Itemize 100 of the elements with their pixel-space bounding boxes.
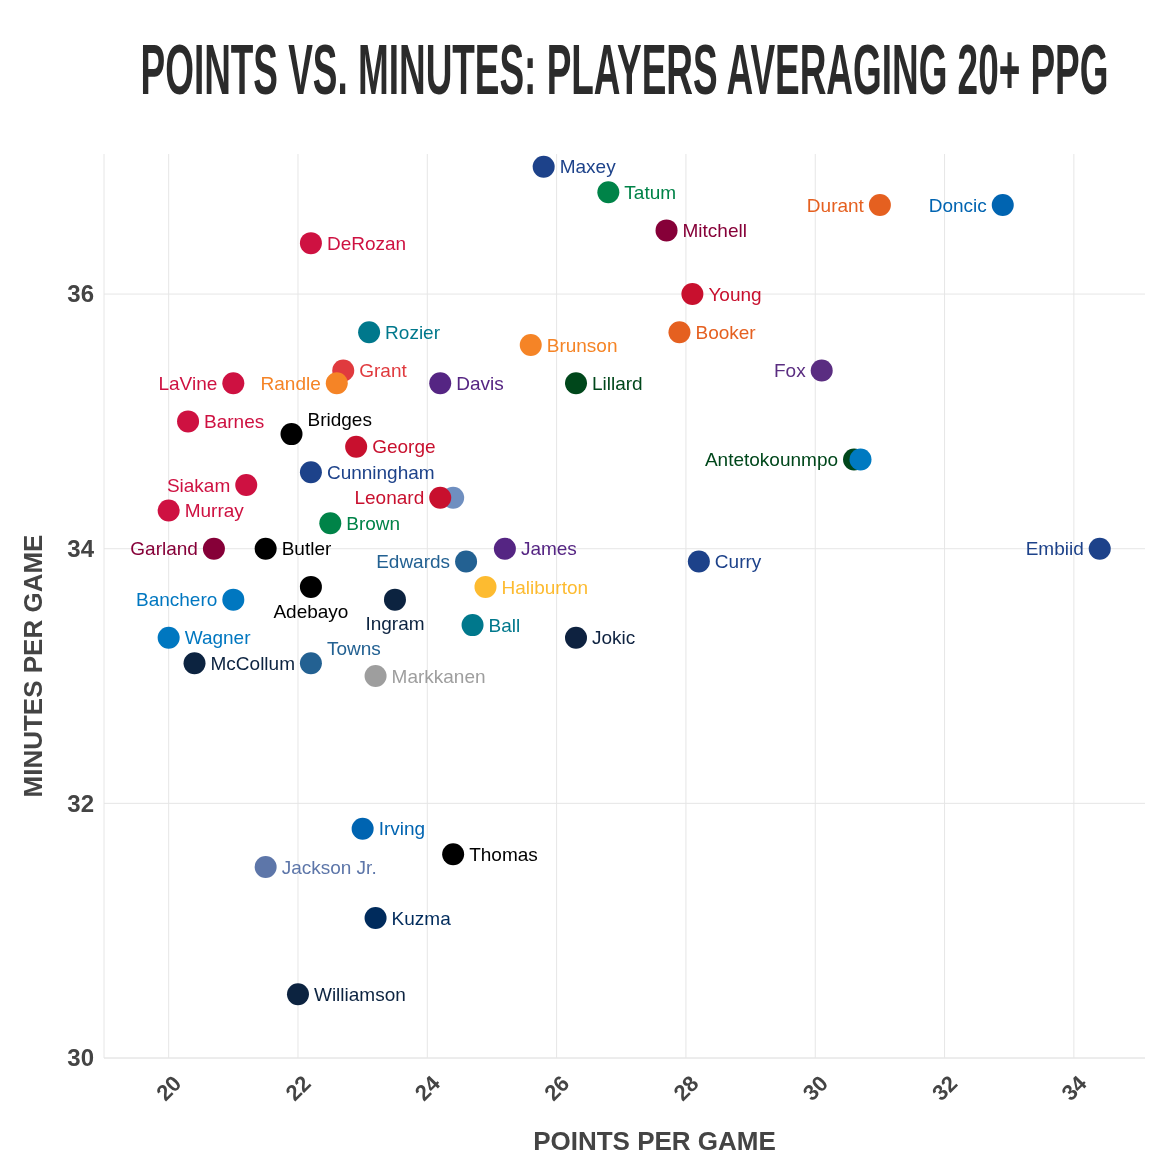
series-label: Durant	[806, 194, 865, 216]
y-tick-label: 34	[67, 535, 95, 563]
point	[299, 232, 322, 255]
series-label: George	[372, 436, 436, 458]
series-label: James	[520, 538, 577, 560]
point	[157, 626, 180, 649]
point	[299, 575, 322, 598]
series-label: Kuzma	[391, 907, 452, 929]
y-tick-label: 32	[67, 789, 94, 817]
series-label: Maxey	[559, 156, 617, 178]
point	[254, 856, 277, 879]
point	[319, 512, 342, 535]
series-label: Banchero	[135, 589, 218, 611]
point	[299, 652, 322, 675]
point	[668, 321, 691, 344]
y-axis-title: MINUTES PER GAME	[18, 534, 48, 798]
series-label: Curry	[714, 551, 762, 573]
point	[810, 359, 833, 382]
series-label: Tatum	[624, 181, 677, 203]
point	[455, 550, 478, 573]
series-label: Edwards	[376, 551, 451, 573]
point	[364, 665, 387, 688]
point	[202, 537, 225, 560]
series-label: Butler	[281, 538, 332, 560]
x-tick-label: 24	[409, 1070, 446, 1106]
series-label: Rozier	[385, 321, 441, 343]
point	[868, 193, 891, 216]
point	[597, 181, 620, 204]
series-label: Markkanen	[391, 665, 486, 687]
series-label: Irving	[378, 818, 426, 840]
series-label: Randle	[260, 372, 321, 394]
series-label: Antetokounmpo	[704, 449, 839, 471]
point	[358, 321, 381, 344]
point	[565, 626, 588, 649]
series-label: Mitchell	[682, 220, 747, 242]
series-label: LaVine	[158, 372, 218, 394]
series-label: Garland	[130, 538, 198, 560]
point	[493, 537, 516, 560]
x-tick-label: 32	[927, 1070, 963, 1106]
point	[351, 817, 374, 840]
series-label: Grant	[359, 360, 408, 382]
point	[222, 588, 245, 611]
point	[1088, 537, 1111, 560]
series-label: McCollum	[210, 652, 295, 674]
point	[157, 499, 180, 522]
series-label: Fox	[774, 360, 807, 382]
point	[461, 614, 484, 637]
point	[532, 155, 555, 178]
point	[254, 537, 277, 560]
series-label: Towns	[326, 637, 381, 659]
x-tick-label: 28	[668, 1070, 704, 1106]
series-label: Doncic	[928, 194, 987, 216]
series-label: Williamson	[313, 983, 406, 1005]
series-label: Lillard	[592, 372, 643, 394]
series-label: Haliburton	[501, 576, 589, 598]
point	[345, 435, 368, 458]
point	[222, 372, 245, 395]
point	[519, 333, 542, 356]
series-label: Thomas	[469, 843, 538, 865]
point	[474, 575, 497, 598]
series-label: Young	[708, 283, 762, 305]
point	[565, 372, 588, 395]
point	[687, 550, 710, 573]
chart-title: POINTS VS. MINUTES: PLAYERS AVERAGING 20+ PPG	[140, 30, 1109, 110]
y-tick-label: 30	[67, 1044, 94, 1072]
point	[442, 843, 465, 866]
point	[177, 410, 200, 433]
series-label: Wagner	[184, 627, 252, 649]
point	[681, 283, 704, 306]
series-label: Embiid	[1025, 538, 1084, 560]
x-axis-title: POINTS PER GAME	[533, 1126, 776, 1156]
point	[383, 588, 406, 611]
point	[364, 906, 387, 929]
x-tick-label: 30	[797, 1070, 833, 1106]
series-label: Ingram	[365, 613, 425, 635]
series-label: Jokic	[592, 627, 636, 649]
y-tick-label: 36	[67, 280, 94, 308]
series-label: Brown	[346, 512, 401, 534]
point	[655, 219, 678, 242]
series-label: Booker	[695, 321, 757, 343]
point	[325, 372, 348, 395]
x-tick-label: 34	[1056, 1070, 1093, 1106]
series-label: DeRozan	[326, 232, 407, 254]
series-label: Adebayo	[273, 600, 349, 622]
point	[429, 372, 452, 395]
series-label: Siakam	[166, 474, 231, 496]
point	[991, 193, 1014, 216]
point	[286, 983, 309, 1006]
series-label: Murray	[184, 500, 245, 522]
series-label: Barnes	[204, 411, 265, 433]
x-tick-label: 20	[151, 1070, 187, 1106]
point	[849, 448, 872, 471]
point	[183, 652, 206, 675]
point	[299, 461, 322, 484]
point	[429, 486, 452, 509]
series-label: Bridges	[307, 408, 372, 430]
point	[280, 423, 303, 446]
series-label: Cunningham	[326, 461, 435, 483]
series-label: Ball	[488, 614, 521, 636]
series-label: Leonard	[354, 487, 425, 509]
